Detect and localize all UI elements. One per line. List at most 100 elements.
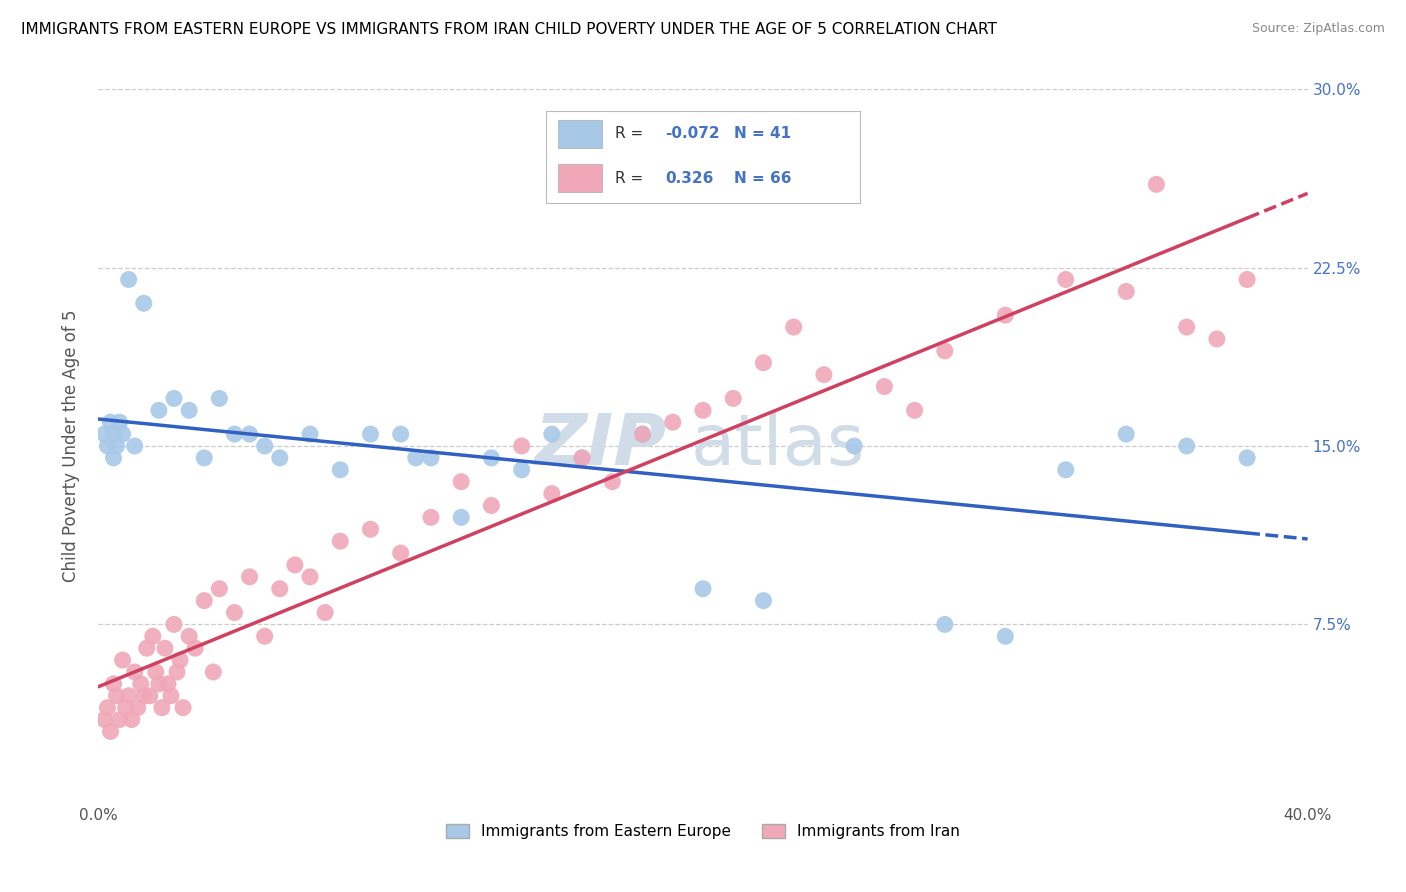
Point: [1054, 463, 1077, 477]
Point: [540, 486, 562, 500]
Point: [111, 653, 134, 667]
Text: atlas: atlas: [690, 411, 865, 481]
Point: [105, 439, 128, 453]
Point: [124, 665, 146, 679]
Point: [193, 450, 215, 465]
Point: [253, 439, 276, 453]
Point: [420, 510, 443, 524]
Point: [994, 629, 1017, 643]
Point: [314, 606, 336, 620]
Point: [150, 700, 173, 714]
Point: [1146, 178, 1168, 192]
Point: [179, 403, 201, 417]
Point: [389, 546, 412, 560]
Point: [360, 522, 382, 536]
Point: [202, 665, 225, 679]
Point: [145, 665, 167, 679]
Point: [329, 463, 352, 477]
Point: [224, 606, 246, 620]
Point: [160, 689, 183, 703]
Point: [389, 427, 412, 442]
Text: Source: ZipAtlas.com: Source: ZipAtlas.com: [1251, 22, 1385, 36]
Point: [156, 677, 179, 691]
Point: [692, 403, 714, 417]
Point: [224, 427, 246, 442]
Point: [299, 427, 322, 442]
Point: [135, 641, 157, 656]
Point: [631, 427, 654, 442]
Point: [844, 439, 866, 453]
Point: [934, 617, 956, 632]
Point: [208, 392, 231, 406]
Point: [1236, 450, 1258, 465]
Point: [1236, 272, 1258, 286]
Legend: Immigrants from Eastern Europe, Immigrants from Iran: Immigrants from Eastern Europe, Immigran…: [440, 818, 966, 845]
Point: [873, 379, 896, 393]
Point: [148, 403, 170, 417]
Point: [571, 450, 593, 465]
Point: [450, 510, 472, 524]
Point: [132, 296, 155, 310]
Point: [1115, 285, 1137, 299]
Point: [510, 439, 533, 453]
Point: [179, 629, 201, 643]
Point: [692, 582, 714, 596]
Point: [239, 570, 262, 584]
Point: [103, 427, 125, 442]
Point: [631, 427, 654, 442]
Point: [139, 689, 162, 703]
Point: [96, 700, 118, 714]
Point: [184, 641, 207, 656]
Point: [510, 463, 533, 477]
Point: [100, 724, 122, 739]
Point: [111, 427, 134, 442]
Point: [360, 427, 382, 442]
Text: IMMIGRANTS FROM EASTERN EUROPE VS IMMIGRANTS FROM IRAN CHILD POVERTY UNDER THE A: IMMIGRANTS FROM EASTERN EUROPE VS IMMIGR…: [21, 22, 997, 37]
Point: [208, 582, 231, 596]
Point: [172, 700, 194, 714]
Point: [994, 308, 1017, 322]
Point: [124, 439, 146, 453]
Point: [118, 272, 141, 286]
Point: [105, 689, 128, 703]
Point: [253, 629, 276, 643]
Point: [783, 320, 806, 334]
Point: [420, 450, 443, 465]
Point: [108, 415, 131, 429]
Point: [118, 689, 141, 703]
Point: [269, 582, 291, 596]
Point: [299, 570, 322, 584]
Point: [93, 713, 115, 727]
Point: [121, 713, 143, 727]
Point: [193, 593, 215, 607]
Point: [1054, 272, 1077, 286]
Point: [142, 629, 165, 643]
Point: [153, 641, 176, 656]
Point: [93, 427, 115, 442]
Point: [1115, 427, 1137, 442]
Point: [1206, 332, 1229, 346]
Point: [752, 356, 775, 370]
Point: [129, 677, 152, 691]
Point: [108, 713, 131, 727]
Point: [127, 700, 149, 714]
Point: [1175, 439, 1198, 453]
Point: [934, 343, 956, 358]
Point: [540, 427, 562, 442]
Point: [163, 392, 186, 406]
Point: [752, 593, 775, 607]
Point: [103, 450, 125, 465]
Point: [904, 403, 927, 417]
Point: [571, 450, 593, 465]
Point: [481, 499, 503, 513]
Point: [103, 677, 125, 691]
Point: [148, 677, 170, 691]
Point: [481, 450, 503, 465]
Point: [284, 558, 307, 572]
Point: [169, 653, 191, 667]
Point: [114, 700, 136, 714]
Point: [450, 475, 472, 489]
Text: ZIP: ZIP: [534, 411, 666, 481]
Point: [405, 450, 427, 465]
Point: [813, 368, 835, 382]
